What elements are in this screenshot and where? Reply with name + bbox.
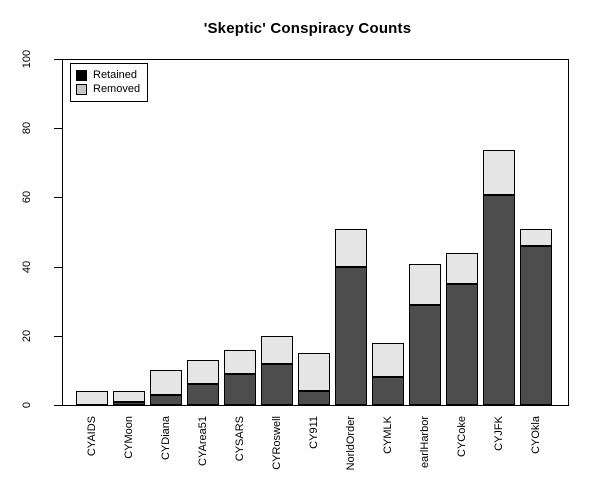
- bar-segment-removed: [261, 336, 293, 364]
- bar-segment-removed: [113, 391, 145, 402]
- x-tick-label-CYCoke: CYCoke: [456, 416, 468, 457]
- bar-segment-removed: [150, 370, 182, 395]
- bar-CYOkla: [520, 229, 552, 405]
- x-tick-label-CYMoon: CYMoon: [123, 416, 135, 459]
- bar-segment-removed: [224, 350, 256, 374]
- legend-item-removed: Removed: [76, 82, 147, 96]
- bar-CYDiana: [150, 370, 182, 405]
- y-tick-label-60: 60: [21, 190, 33, 204]
- y-tick-mark: [54, 59, 62, 60]
- bar-CYJFK: [483, 150, 515, 405]
- y-tick-label-80: 80: [21, 121, 33, 135]
- bar-segment-retained: [150, 395, 182, 405]
- x-tick-label-CYDiana: CYDiana: [160, 416, 172, 461]
- x-tick-label-CYArea51: CYArea51: [197, 416, 209, 466]
- chart-title: 'Skeptic' Conspiracy Counts: [203, 20, 412, 37]
- bar-CYCoke: [446, 253, 478, 405]
- retained-swatch-icon: [76, 69, 87, 81]
- bar-CY911: [298, 353, 330, 405]
- bar-segment-removed: [335, 229, 367, 267]
- legend-label-retained: Retained: [93, 69, 138, 81]
- bar-CYRoswell: [261, 336, 293, 405]
- y-tick-mark: [54, 128, 62, 129]
- bar-segment-retained: [446, 284, 478, 405]
- bar-segment-removed: [520, 229, 552, 246]
- bar-segment-retained: [483, 195, 515, 405]
- bar-segment-retained: [409, 305, 441, 405]
- bar-segment-removed: [372, 343, 404, 377]
- y-tick-mark: [54, 405, 62, 406]
- x-tick-label-NorldOrder: NorldOrder: [345, 416, 357, 471]
- bar-segment-retained: [335, 267, 367, 405]
- x-tick-label-CYOkla: CYOkla: [530, 416, 542, 454]
- legend-item-retained: Retained: [76, 68, 147, 82]
- bar-segment-retained: [298, 391, 330, 405]
- bar-segment-retained: [224, 374, 256, 405]
- x-tick-label-CYRoswell: CYRoswell: [271, 416, 283, 470]
- x-tick-label-CYJFK: CYJFK: [493, 416, 505, 451]
- y-tick-mark: [54, 336, 62, 337]
- bar-segment-removed: [76, 391, 108, 405]
- x-tick-label-earlHarbor: earlHarbor: [419, 416, 431, 468]
- y-tick-label-100: 100: [21, 49, 33, 69]
- bar-earlHarbor: [409, 264, 441, 405]
- x-tick-label-CYAIDS: CYAIDS: [86, 416, 98, 457]
- bar-segment-removed: [483, 150, 515, 195]
- legend-box: Retained Removed: [70, 63, 148, 102]
- bar-segment-removed: [409, 264, 441, 305]
- bar-CYMLK: [372, 343, 404, 405]
- bar-CYMoon: [113, 391, 145, 405]
- y-tick-mark: [54, 197, 62, 198]
- y-tick-label-40: 40: [21, 260, 33, 274]
- bar-NorldOrder: [335, 229, 367, 405]
- bar-segment-retained: [372, 377, 404, 405]
- y-tick-label-0: 0: [21, 401, 33, 409]
- removed-swatch-icon: [76, 83, 87, 95]
- x-tick-label-CYSARS: CYSARS: [234, 416, 246, 462]
- bar-segment-retained: [187, 384, 219, 405]
- x-tick-label-CY911: CY911: [308, 416, 320, 449]
- bar-segment-retained: [113, 402, 145, 405]
- bar-segment-retained: [261, 364, 293, 405]
- bar-CYArea51: [187, 360, 219, 405]
- y-tick-label-20: 20: [21, 329, 33, 343]
- plot-area: [62, 59, 569, 406]
- legend-label-removed: Removed: [93, 83, 141, 95]
- bar-CYSARS: [224, 350, 256, 405]
- bar-segment-retained: [520, 246, 552, 405]
- bar-segment-removed: [446, 253, 478, 284]
- bar-segment-removed: [187, 360, 219, 384]
- y-tick-mark: [54, 267, 62, 268]
- x-tick-label-CYMLK: CYMLK: [382, 416, 394, 454]
- bar-CYAIDS: [76, 391, 108, 405]
- bar-segment-removed: [298, 353, 330, 391]
